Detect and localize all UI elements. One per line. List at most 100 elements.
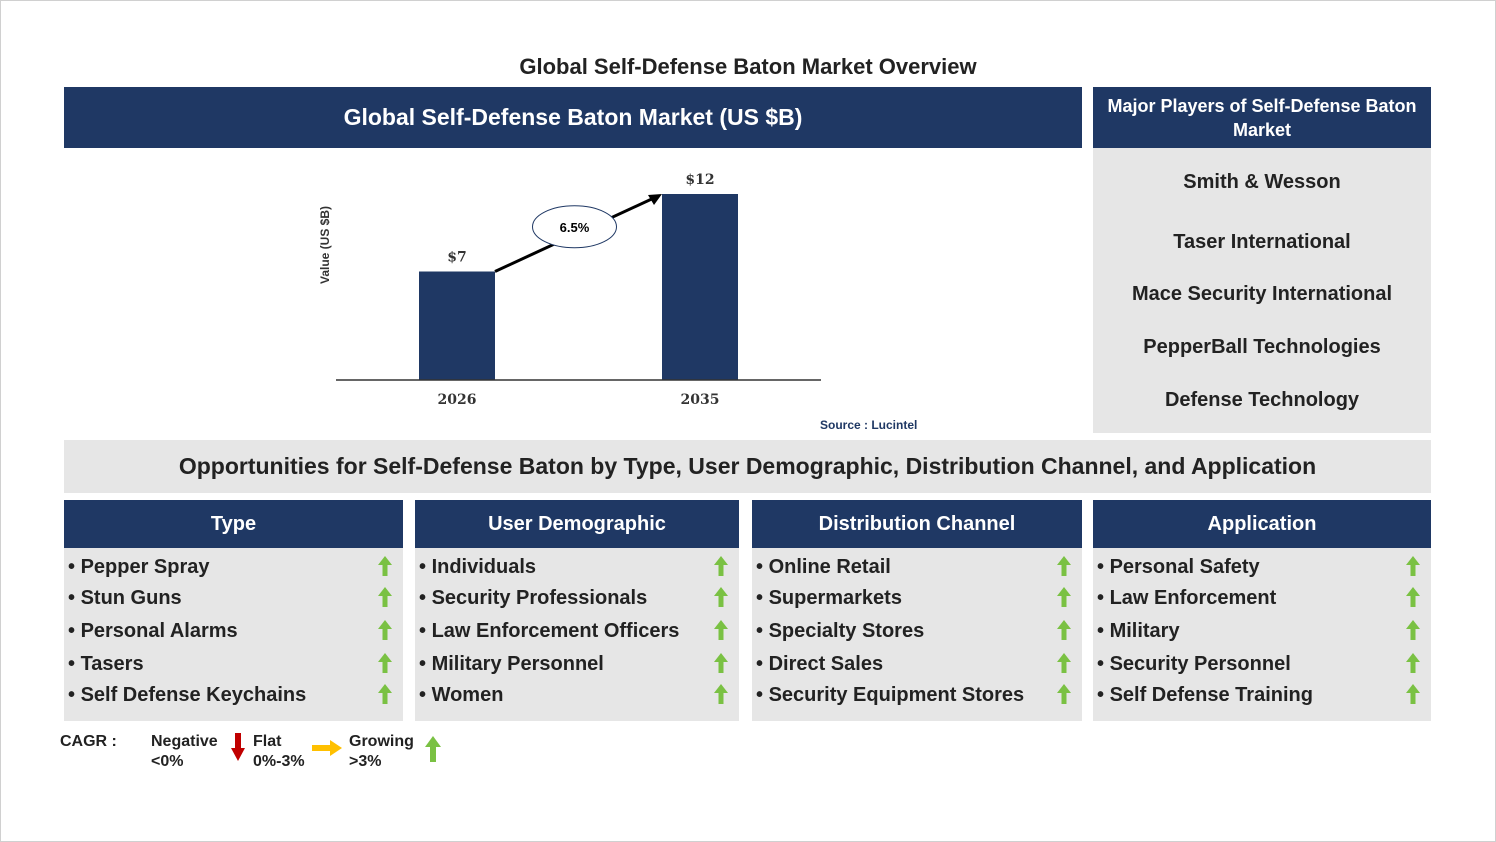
- segment-item-label: Individuals: [431, 556, 537, 578]
- segment-item: • Tasers: [68, 653, 144, 676]
- player-item: Defense Technology: [1164, 389, 1360, 411]
- up-arrow-icon: [425, 736, 441, 762]
- segment-item-label: Self Defense Keychains: [80, 684, 307, 706]
- player-item: PepperBall Technologies: [1143, 336, 1381, 358]
- segment-header-type: Type: [64, 500, 403, 548]
- segment-list-type: • Pepper Spray • Stun Guns • Personal Alar…: [64, 548, 403, 721]
- player-item: Smith & Wesson: [1183, 171, 1341, 193]
- up-arrow-icon: [378, 556, 392, 576]
- segment-item: • Law Enforcement: [1097, 587, 1276, 610]
- segment-header-user-demographic: User Demographic: [415, 500, 739, 548]
- players-header-label: Major Players of Self-Defense Baton Mark…: [1107, 95, 1417, 140]
- legend-growing: Growing >3%: [349, 732, 414, 772]
- up-arrow-icon: [1057, 587, 1071, 607]
- bullet: •: [419, 653, 432, 675]
- segment-item: • Self Defense Training: [1097, 684, 1313, 707]
- bullet: •: [419, 620, 432, 642]
- bullet: •: [1097, 684, 1110, 706]
- up-arrow-icon: [714, 653, 728, 673]
- segment-item: • Security Equipment Stores: [756, 684, 1024, 707]
- segment-item-label: Personal Alarms: [80, 620, 238, 642]
- chart-header: Global Self-Defense Baton Market (US $B): [64, 87, 1082, 148]
- chart-header-label: Global Self-Defense Baton Market (US $B): [343, 104, 803, 130]
- down-arrow-icon: [231, 733, 245, 761]
- bullet: •: [1097, 587, 1110, 609]
- segment-item-label: Tasers: [80, 653, 144, 675]
- bullet: •: [756, 684, 769, 706]
- legend-negative-label: Negative: [151, 733, 218, 750]
- bullet: •: [419, 556, 432, 578]
- segment-item: • Pepper Spray: [68, 556, 210, 579]
- bullet: •: [756, 556, 769, 578]
- up-arrow-icon: [714, 620, 728, 640]
- bar-2035: [662, 194, 738, 380]
- segment-item: • Law Enforcement Officers: [419, 620, 679, 643]
- up-arrow-icon: [378, 587, 392, 607]
- segment-item: • Specialty Stores: [756, 620, 924, 643]
- segment-item-label: Specialty Stores: [768, 620, 925, 642]
- bullet: •: [68, 684, 81, 706]
- segment-list-application: • Personal Safety • Law Enforcement • Mili…: [1093, 548, 1431, 721]
- segment-item: • Self Defense Keychains: [68, 684, 306, 707]
- market-bar-chart: Value (US $B) $7 2026 $12 2035 6.5%: [318, 172, 821, 408]
- segment-list-distribution-channel: • Online Retail • Supermarkets • Specialty…: [752, 548, 1082, 721]
- segment-item: • Stun Guns: [68, 587, 182, 610]
- bullet: •: [1097, 653, 1110, 675]
- segment-item: • Military Personnel: [419, 653, 604, 676]
- bullet: •: [756, 587, 769, 609]
- segment-item-label: Security Equipment Stores: [768, 684, 1025, 706]
- segment-item-label: Security Professionals: [431, 587, 648, 609]
- legend-label: CAGR :: [60, 733, 117, 750]
- bullet: •: [1097, 556, 1110, 578]
- cagr-ellipse: [532, 205, 617, 249]
- cagr-arrow-head: [648, 194, 662, 205]
- legend-negative-range: <0%: [151, 753, 184, 770]
- segment-item: • Security Personnel: [1097, 653, 1291, 676]
- right-arrow-icon: [312, 740, 342, 756]
- up-arrow-icon: [1406, 587, 1420, 607]
- segment-item-label: Security Personnel: [1109, 653, 1291, 675]
- bullet: •: [68, 587, 81, 609]
- page-title: Global Self-Defense Baton Market Overvie…: [519, 54, 977, 79]
- legend-growing-range: >3%: [349, 753, 382, 770]
- up-arrow-icon: [378, 653, 392, 673]
- bullet: •: [1097, 620, 1110, 642]
- bar-value-label: $7: [447, 250, 466, 266]
- bar-value-label: $12: [685, 172, 714, 188]
- bullet: •: [68, 556, 81, 578]
- segment-item-label: Law Enforcement: [1109, 587, 1277, 609]
- bullet: •: [756, 620, 769, 642]
- legend-negative: Negative <0%: [151, 732, 218, 772]
- segment-item-label: Self Defense Training: [1109, 684, 1313, 706]
- players-header: Major Players of Self-Defense Baton Mark…: [1093, 87, 1431, 148]
- up-arrow-icon: [714, 587, 728, 607]
- segment-title: Type: [210, 512, 257, 535]
- up-arrow-icon: [1057, 556, 1071, 576]
- up-arrow-icon: [1406, 620, 1420, 640]
- segment-item-label: Law Enforcement Officers: [431, 620, 680, 642]
- segment-item-label: Women: [431, 684, 504, 706]
- cagr-label: 6.5%: [560, 220, 590, 235]
- segment-item-label: Military Personnel: [431, 653, 604, 675]
- segment-item: • Supermarkets: [756, 587, 902, 610]
- segment-item-label: Pepper Spray: [80, 556, 210, 578]
- up-arrow-icon: [1057, 620, 1071, 640]
- up-arrow-icon: [1057, 653, 1071, 673]
- players-list: Smith & Wesson Taser International Mace …: [1093, 148, 1431, 433]
- up-arrow-icon: [1057, 684, 1071, 704]
- y-axis-label: Value (US $B): [318, 206, 332, 284]
- segment-title: Application: [1207, 512, 1317, 535]
- bullet: •: [68, 653, 81, 675]
- legend-flat-label: Flat: [253, 733, 282, 750]
- segment-item: • Individuals: [419, 556, 536, 579]
- bullet: •: [68, 620, 81, 642]
- up-arrow-icon: [378, 684, 392, 704]
- segment-header-application: Application: [1093, 500, 1431, 548]
- segment-item-label: Online Retail: [768, 556, 891, 578]
- up-arrow-icon: [714, 684, 728, 704]
- up-arrow-icon: [378, 620, 392, 640]
- segment-item-label: Military: [1109, 620, 1180, 642]
- legend-growing-label: Growing: [349, 733, 414, 750]
- segment-list-user-demographic: • Individuals • Security Professionals • L…: [415, 548, 739, 721]
- player-item: Mace Security International: [1131, 283, 1393, 305]
